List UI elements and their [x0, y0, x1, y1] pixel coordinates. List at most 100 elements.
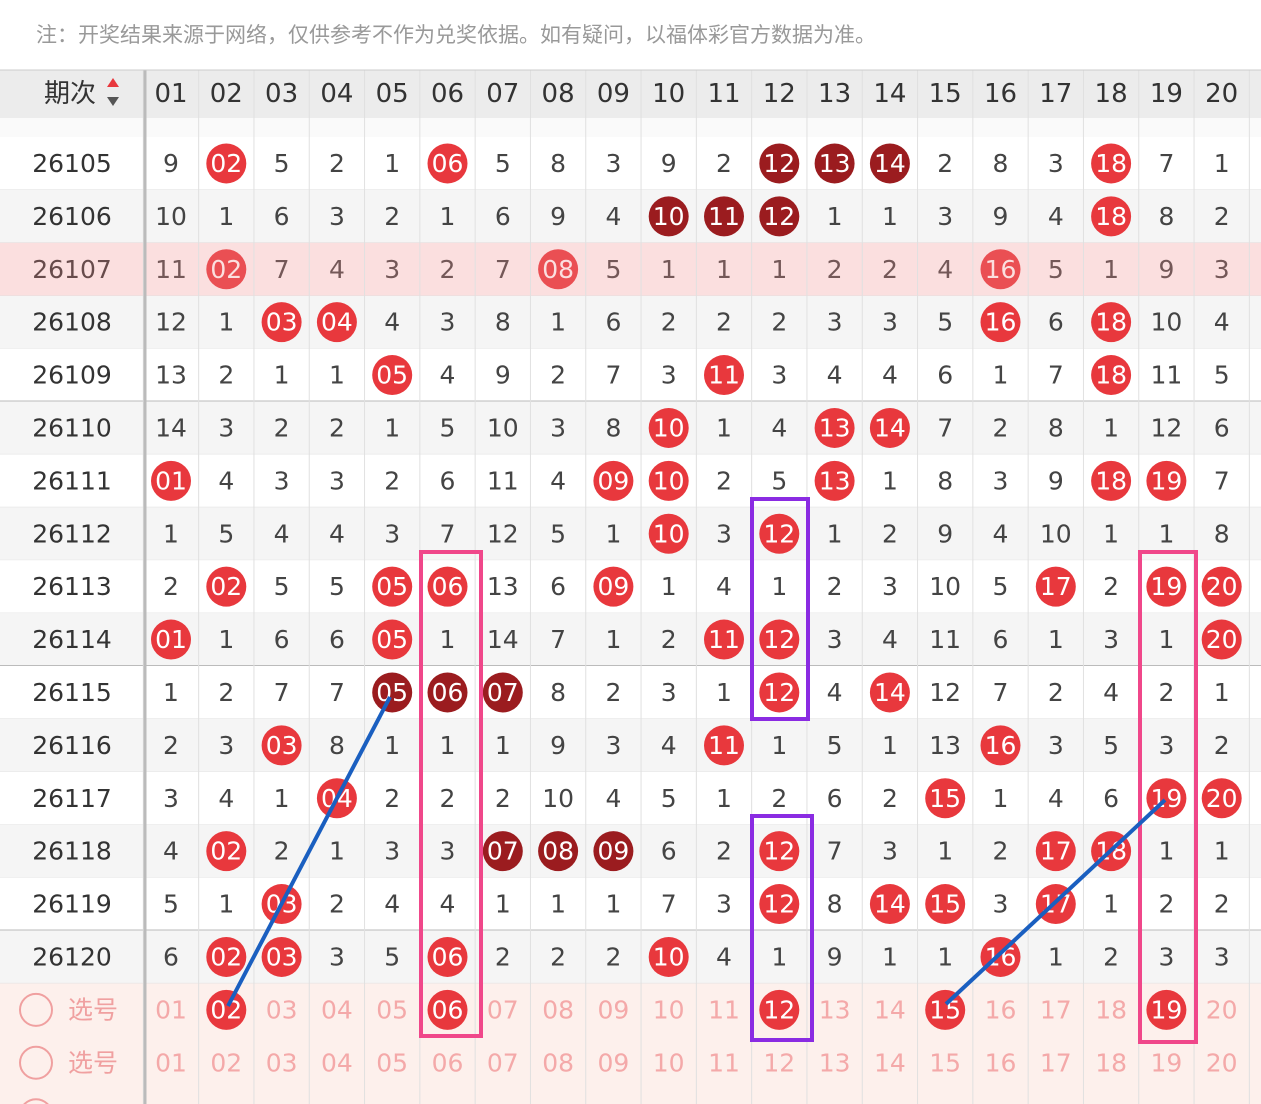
select-toggle[interactable] [19, 1045, 53, 1080]
cell-value[interactable]: 04 [321, 995, 353, 1024]
cell-value[interactable]: 13 [819, 995, 851, 1024]
select-label[interactable]: 选号 [68, 995, 118, 1024]
cell-value[interactable]: 03 [266, 995, 298, 1024]
ball [759, 619, 800, 660]
select-label[interactable]: 选号 [68, 1048, 118, 1077]
cell-value[interactable]: 15 [929, 1048, 961, 1077]
column-header: 07 [486, 79, 519, 109]
cell-value: 1 [218, 890, 234, 919]
cell-value[interactable]: 18 [1095, 1048, 1127, 1077]
select-toggle[interactable] [19, 992, 53, 1027]
cell-value: 11 [929, 625, 961, 654]
cell-value: 5 [1048, 255, 1064, 284]
cell-value[interactable]: 18 [1095, 995, 1127, 1024]
cell-value[interactable]: 20 [1206, 1048, 1238, 1077]
cell-value: 1 [771, 572, 787, 601]
sort-down[interactable] [107, 97, 119, 106]
issue-number: 26112 [32, 519, 112, 548]
cell-value: 1 [1214, 837, 1230, 866]
cell-value: 5 [329, 572, 345, 601]
cell-value[interactable]: 12 [763, 1048, 795, 1077]
ball-number: 19 [1150, 466, 1182, 495]
cell-value[interactable]: 09 [597, 995, 629, 1024]
cell-value: 1 [1103, 413, 1119, 442]
cell-value[interactable]: 16 [985, 1048, 1017, 1077]
ball[interactable] [925, 989, 966, 1030]
cell-value: 3 [827, 308, 843, 337]
ball-number: 10 [653, 942, 685, 971]
cell-value: 1 [1103, 519, 1119, 548]
cell-value: 6 [1048, 308, 1064, 337]
cell-value[interactable]: 03 [266, 1048, 298, 1077]
ball[interactable] [206, 989, 247, 1030]
cell-value[interactable]: 10 [653, 1048, 685, 1077]
cell-value: 1 [218, 308, 234, 337]
ball [206, 831, 247, 872]
cell-value[interactable]: 17 [1040, 1048, 1072, 1077]
row-bg [0, 137, 1261, 190]
cell-value[interactable]: 20 [1206, 995, 1238, 1024]
cell-value[interactable]: 16 [985, 995, 1017, 1024]
cell-value[interactable]: 02 [210, 1048, 242, 1077]
cell-value[interactable]: 01 [155, 1048, 187, 1077]
ball[interactable] [1146, 989, 1187, 1030]
ball-number: 01 [155, 625, 187, 654]
cell-value[interactable]: 11 [708, 1048, 740, 1077]
issue-header[interactable]: 期次 [44, 79, 96, 109]
ball-number: 09 [597, 466, 629, 495]
ball-number[interactable]: 15 [929, 995, 961, 1024]
cell-value: 1 [771, 255, 787, 284]
ball [427, 672, 468, 713]
cell-value: 3 [1214, 942, 1230, 971]
cell-value: 5 [1214, 361, 1230, 390]
ball-number[interactable]: 02 [210, 995, 242, 1024]
sort-up[interactable] [107, 78, 119, 87]
cell-value[interactable]: 11 [708, 995, 740, 1024]
cell-value: 3 [661, 361, 677, 390]
column-header: 06 [431, 79, 464, 109]
ball-number[interactable]: 19 [1150, 995, 1182, 1024]
ball-number[interactable]: 12 [763, 995, 795, 1024]
ball-number: 14 [874, 678, 906, 707]
cell-value: 4 [329, 519, 345, 548]
cell-value[interactable]: 09 [597, 1048, 629, 1077]
cell-value[interactable]: 19 [1150, 1048, 1182, 1077]
cell-value: 1 [882, 731, 898, 760]
ball[interactable] [427, 989, 468, 1030]
cell-value[interactable]: 08 [542, 995, 574, 1024]
cell-value[interactable]: 01 [155, 995, 187, 1024]
select-toggle[interactable] [20, 1098, 52, 1104]
cell-value: 8 [993, 149, 1009, 178]
cell-value: 1 [384, 413, 400, 442]
cell-value: 11 [1150, 361, 1182, 390]
ball-number: 05 [376, 361, 408, 390]
cell-value[interactable]: 13 [819, 1048, 851, 1077]
cell-value[interactable]: 04 [321, 1048, 353, 1077]
ball[interactable] [759, 989, 800, 1030]
ball-number: 07 [487, 837, 519, 866]
cell-value[interactable]: 14 [874, 995, 906, 1024]
cell-value[interactable]: 17 [1040, 995, 1072, 1024]
cell-value: 4 [218, 466, 234, 495]
cell-value: 1 [384, 149, 400, 178]
cell-value[interactable]: 10 [653, 995, 685, 1024]
cell-value[interactable]: 08 [542, 1048, 574, 1077]
cell-value: 2 [882, 255, 898, 284]
column-header: 14 [873, 79, 906, 109]
cell-value[interactable]: 05 [376, 995, 408, 1024]
cell-value[interactable]: 14 [874, 1048, 906, 1077]
column-header: 01 [154, 79, 187, 109]
cell-value: 2 [993, 413, 1009, 442]
cell-value: 12 [1150, 413, 1182, 442]
ball [206, 566, 247, 607]
ball-number: 18 [1095, 466, 1127, 495]
ball-number[interactable]: 06 [432, 995, 464, 1024]
cell-value: 2 [163, 572, 179, 601]
cell-value[interactable]: 07 [487, 1048, 519, 1077]
cell-value[interactable]: 07 [487, 995, 519, 1024]
cell-value: 8 [605, 413, 621, 442]
cell-value[interactable]: 06 [432, 1048, 464, 1077]
cell-value[interactable]: 05 [376, 1048, 408, 1077]
ball [704, 725, 744, 766]
ball [1201, 778, 1242, 819]
